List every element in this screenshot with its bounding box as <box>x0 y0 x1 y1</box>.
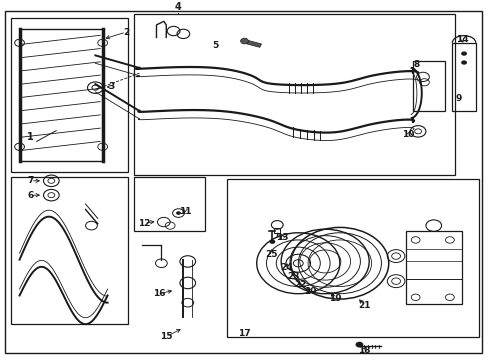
Circle shape <box>269 240 275 244</box>
Bar <box>11 18 128 172</box>
Text: 2: 2 <box>123 28 129 37</box>
Text: 14: 14 <box>455 35 468 44</box>
Text: 4: 4 <box>175 2 182 12</box>
Text: 13: 13 <box>276 233 288 242</box>
Circle shape <box>460 51 466 56</box>
Bar <box>451 43 475 111</box>
Bar <box>134 14 454 175</box>
Text: 12: 12 <box>138 219 150 228</box>
Bar <box>405 231 461 305</box>
Text: 21: 21 <box>358 301 370 310</box>
Bar <box>412 61 444 111</box>
Text: 19: 19 <box>328 294 341 303</box>
Bar <box>20 28 102 161</box>
Text: 16: 16 <box>152 289 165 298</box>
Text: 25: 25 <box>264 250 277 259</box>
Text: 7: 7 <box>27 176 34 185</box>
Circle shape <box>355 342 363 347</box>
Text: 22: 22 <box>294 280 306 289</box>
Bar <box>274 229 280 233</box>
Bar <box>246 41 261 48</box>
Text: 9: 9 <box>454 94 461 103</box>
Circle shape <box>176 211 181 215</box>
Bar <box>227 179 478 337</box>
Text: 10: 10 <box>401 130 414 139</box>
Text: 6: 6 <box>28 191 34 200</box>
Text: 17: 17 <box>238 329 250 338</box>
Text: 20: 20 <box>304 287 316 296</box>
Text: 18: 18 <box>357 346 370 355</box>
Text: 8: 8 <box>413 60 419 69</box>
Text: 23: 23 <box>286 272 299 281</box>
Text: 5: 5 <box>212 41 218 50</box>
Text: 11: 11 <box>178 207 191 216</box>
Circle shape <box>460 60 466 65</box>
Circle shape <box>240 38 248 44</box>
Bar <box>134 177 205 231</box>
Text: 24: 24 <box>279 263 292 272</box>
Text: 15: 15 <box>160 332 172 341</box>
Text: 1: 1 <box>27 132 34 141</box>
Bar <box>11 177 128 324</box>
Text: 3: 3 <box>108 82 114 91</box>
